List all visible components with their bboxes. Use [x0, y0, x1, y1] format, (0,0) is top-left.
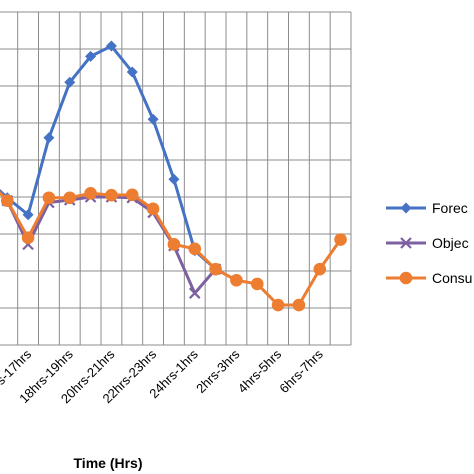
circle-marker [334, 233, 347, 246]
circle-marker [63, 191, 77, 205]
legend-item-forecast: Forec [386, 200, 468, 216]
plot-grid [0, 11, 352, 346]
circle-marker [271, 298, 285, 312]
circle-marker [250, 277, 264, 291]
legend-label: Consu [432, 270, 472, 286]
circle-marker [230, 273, 243, 287]
circle-marker [0, 194, 14, 207]
legend-item-objective: Objec [386, 235, 469, 251]
diamond-marker [43, 132, 55, 144]
x-tick-labels: 16hrs-17hrs18hrs-19hrs20hrs-21hrs22hrs-2… [0, 346, 326, 406]
circle-marker [125, 188, 139, 202]
circle-marker [188, 242, 202, 256]
circle-marker [399, 271, 413, 285]
diamond-marker [126, 66, 138, 78]
circle-marker [313, 262, 327, 276]
circle-marker [84, 187, 97, 200]
circle-marker [105, 188, 118, 202]
series-consumption [0, 187, 347, 312]
diamond-marker [147, 113, 159, 125]
x-tick-label: 4hrs-5hrs [235, 346, 285, 396]
diamond-marker [400, 202, 412, 214]
circle-marker [21, 231, 35, 244]
legend: Forec Objec Consu [386, 200, 472, 286]
circle-marker [146, 202, 160, 216]
legend-item-consumption: Consu [386, 270, 472, 286]
x-tick-label: 6hrs-7hrs [276, 346, 326, 396]
series-layer [0, 40, 347, 312]
circle-marker [292, 298, 306, 312]
diamond-marker [22, 209, 34, 221]
circle-marker [167, 238, 181, 251]
x-marker [400, 237, 412, 249]
diamond-marker [168, 173, 180, 185]
diamond-marker [64, 76, 76, 88]
circle-marker [209, 262, 222, 276]
x-axis-title: Time (Hrs) [74, 455, 143, 471]
legend-label: Objec [432, 235, 469, 251]
circle-marker [42, 191, 56, 205]
diamond-marker [105, 40, 117, 52]
x-marker [188, 287, 201, 299]
series-line-forecast [0, 44, 217, 271]
diamond-marker [85, 50, 97, 62]
legend-label: Forec [432, 200, 468, 216]
x-tick-label: 2hrs-3hrs [193, 346, 243, 396]
